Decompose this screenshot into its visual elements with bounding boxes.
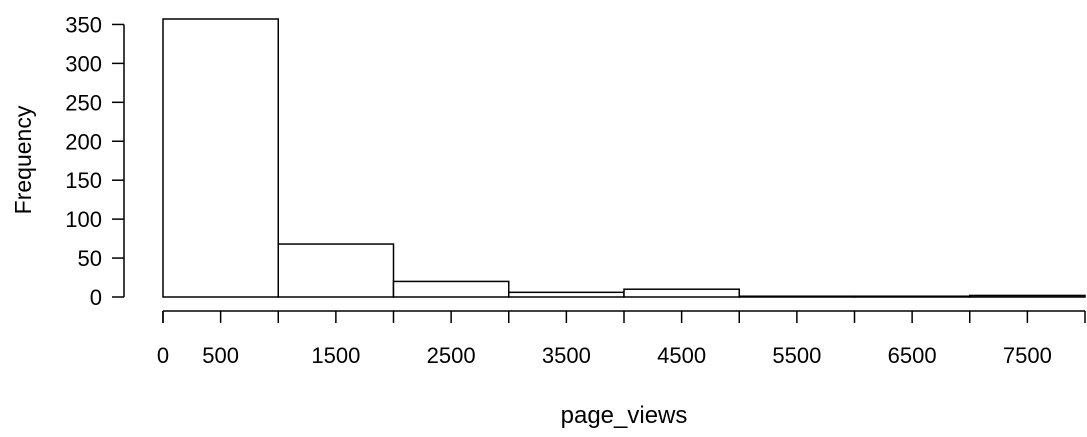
y-tick-label: 100 [65, 207, 102, 232]
histogram-bar [508, 291, 625, 298]
y-tick-label: 250 [65, 90, 102, 115]
x-tick-label: 500 [202, 343, 239, 368]
histogram-bar [162, 18, 279, 298]
x-tick-label: 7500 [1003, 343, 1052, 368]
y-tick-label: 0 [90, 285, 102, 310]
histogram-bar [738, 295, 856, 298]
x-axis-title: page_views [561, 402, 688, 429]
x-tick-label: 4500 [657, 343, 706, 368]
histogram-bar [277, 243, 395, 298]
histogram-bar [392, 280, 510, 298]
histogram-bar [853, 295, 971, 298]
y-tick-label: 50 [78, 246, 102, 271]
x-tick-label: 5500 [772, 343, 821, 368]
y-axis-title: Frequency [10, 105, 36, 214]
histogram-bar [623, 288, 740, 298]
y-tick-label: 150 [65, 168, 102, 193]
y-tick-label: 350 [65, 12, 102, 37]
x-axis: 0 500 1500 2500 3500 4500 5500 6500 7500 [157, 310, 1086, 368]
x-tick-label: 2500 [427, 343, 476, 368]
histogram-bar [969, 294, 1086, 298]
bars-layer [162, 18, 1086, 298]
x-tick-label: 1500 [311, 343, 360, 368]
y-tick-label: 200 [65, 129, 102, 154]
y-axis: 0 50 100 150 200 250 300 350 [65, 12, 125, 310]
x-tick-label: 0 [157, 343, 169, 368]
x-tick-label: 3500 [542, 343, 591, 368]
x-tick-label: 6500 [888, 343, 937, 368]
y-tick-label: 300 [65, 51, 102, 76]
